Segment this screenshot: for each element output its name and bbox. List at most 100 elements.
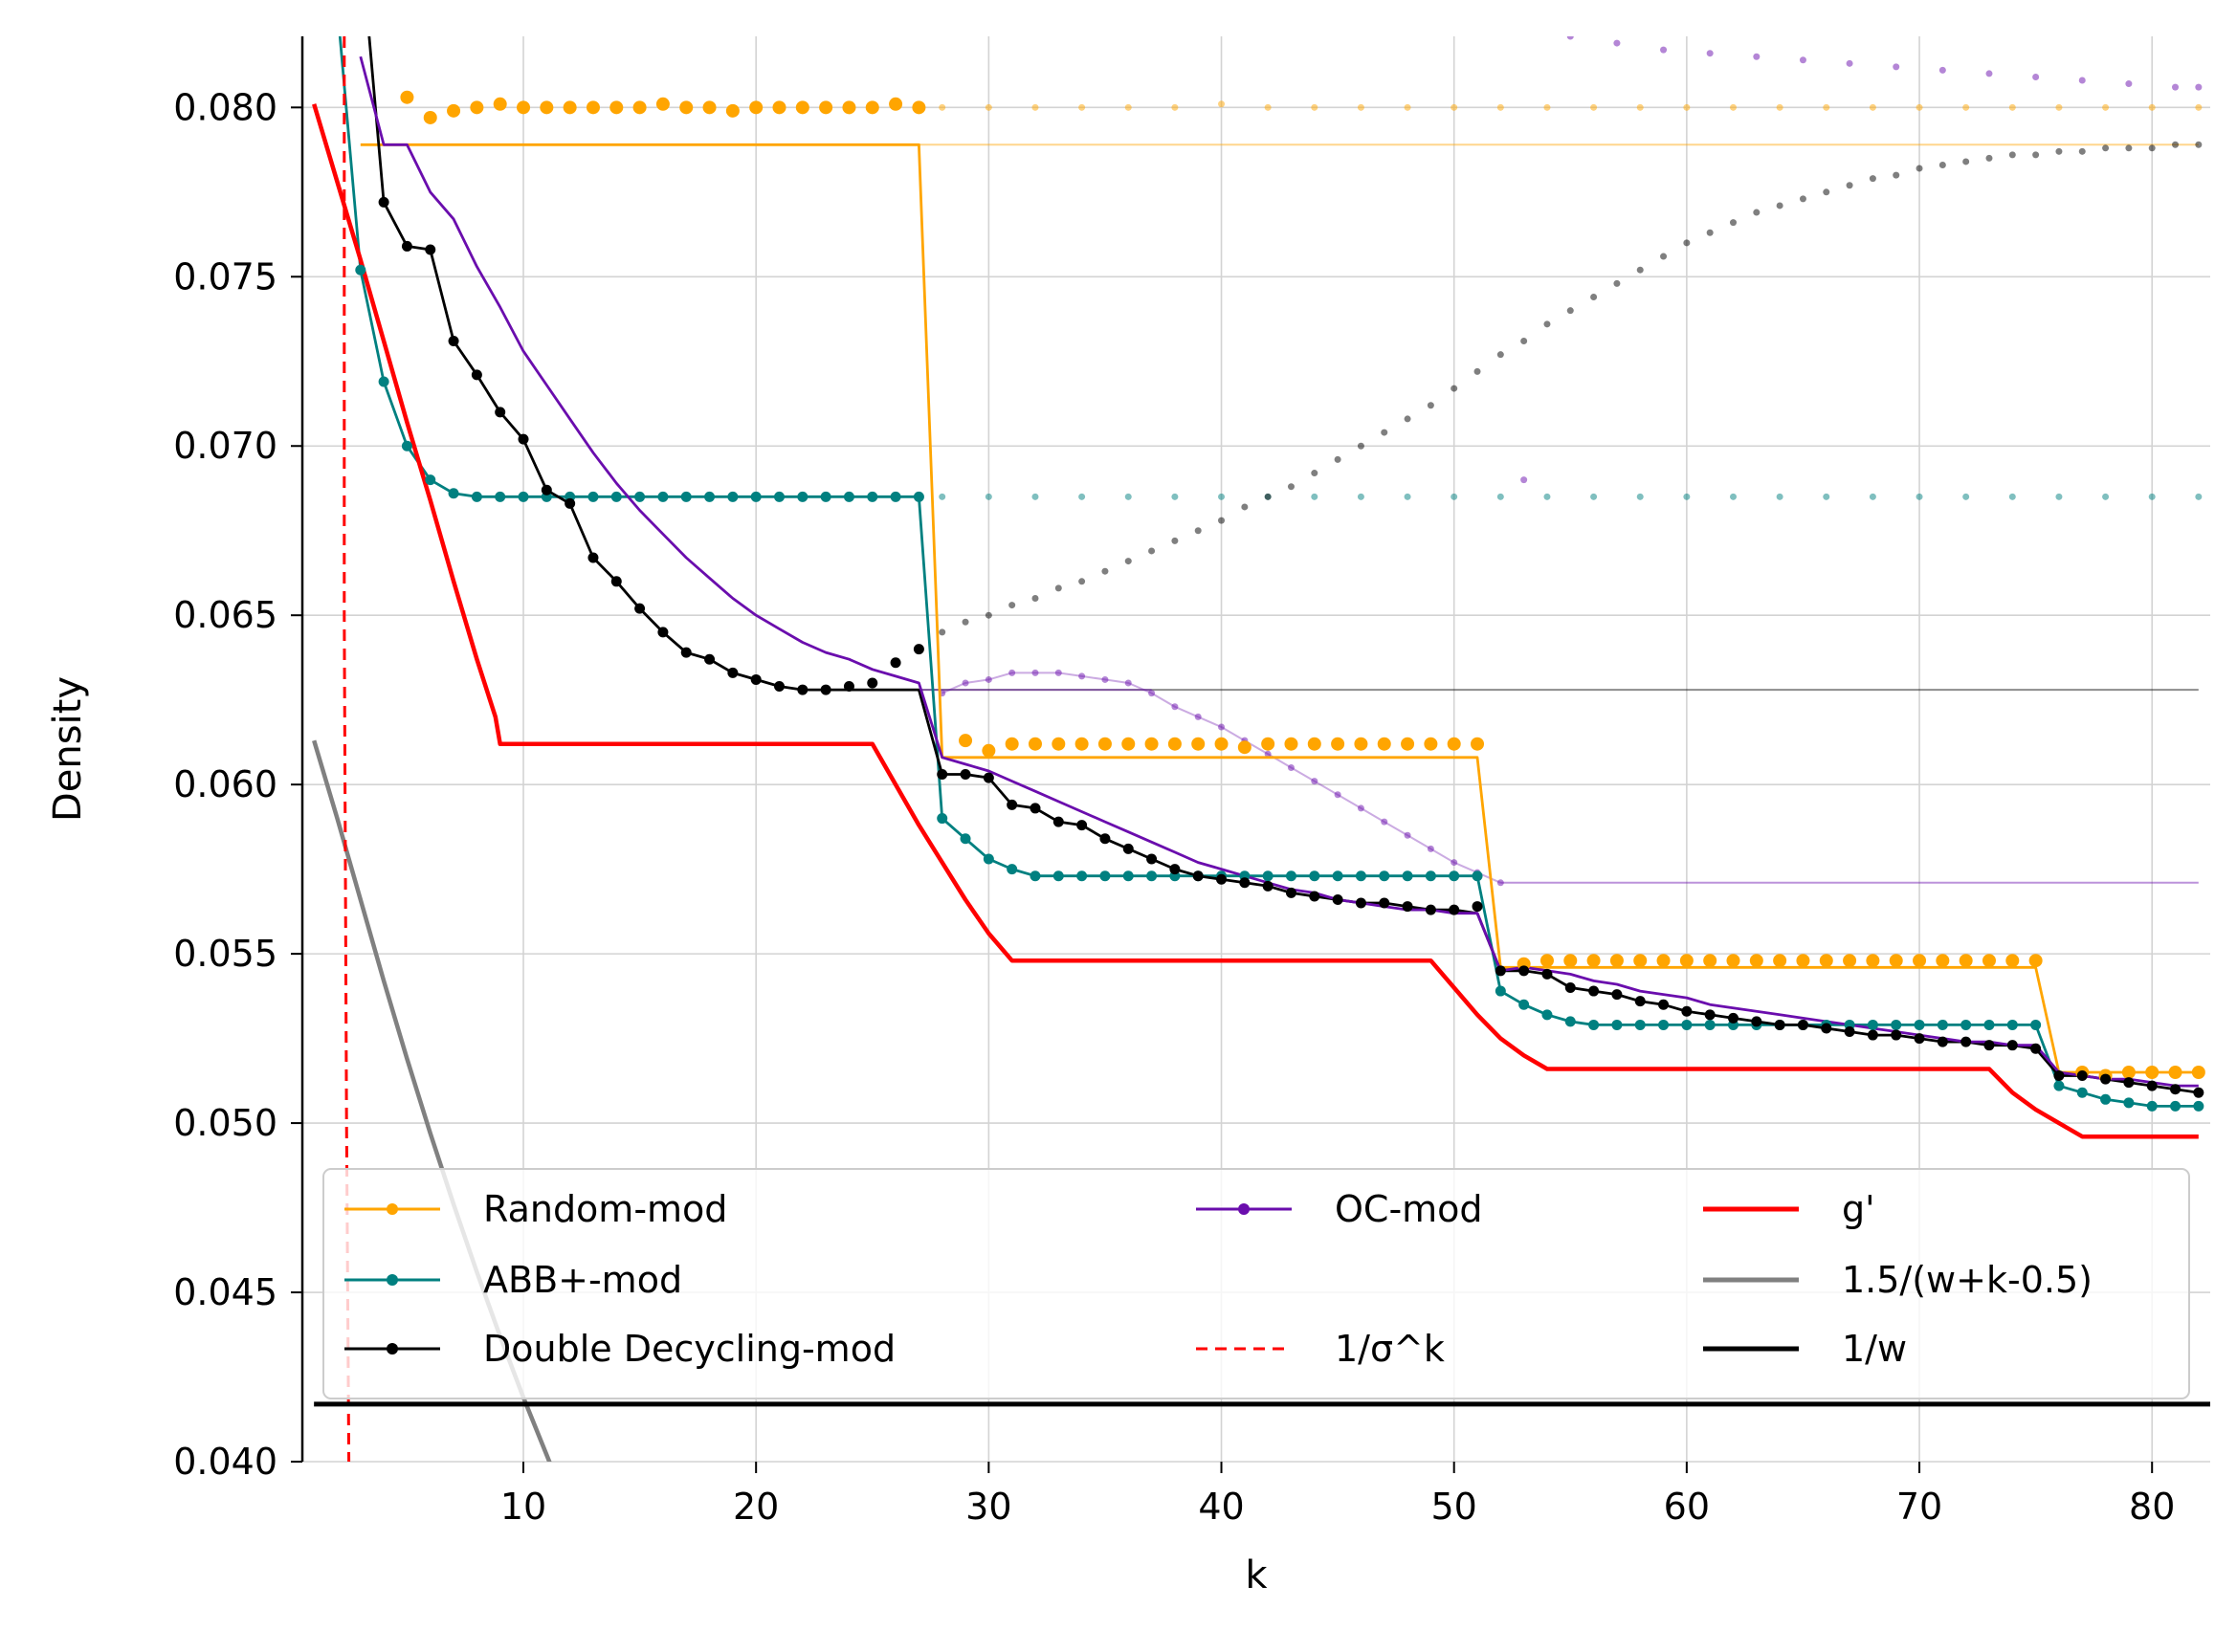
double-decycling-mod-point (1611, 989, 1623, 1001)
random-mod-point (865, 100, 879, 115)
random-mod-faint-point (2148, 103, 2156, 111)
x-tick-label: 70 (1896, 1486, 1942, 1528)
double-decycling-mod-point (774, 681, 785, 693)
double-decycling-mod-faint-point (1683, 239, 1691, 247)
double-decycling-mod-point (448, 336, 459, 347)
abb-mod-point (680, 491, 692, 502)
x-axis-ticks: 10 20 30 40 50 60 70 80 (500, 1462, 2175, 1528)
oc-mod-faint-point (1427, 845, 1434, 852)
abb-mod-faint-point (1451, 493, 1458, 500)
double-decycling-mod-faint-point (1823, 188, 1830, 196)
double-decycling-mod-point (890, 657, 901, 669)
random-mod-point (1121, 737, 1136, 751)
random-mod-faint-point (1496, 103, 1504, 111)
double-decycling-mod-point (1495, 965, 1506, 977)
random-mod-faint-point (2102, 103, 2110, 111)
abb-mod-point (867, 491, 878, 502)
random-mod-point (2121, 1065, 2136, 1079)
random-mod-faint-point (1730, 103, 1737, 111)
random-mod-point (819, 100, 833, 115)
oc-mod-faint-point (1451, 859, 1458, 867)
random-mod-point (1377, 737, 1391, 751)
double-decycling-mod-point (680, 647, 692, 658)
abb-mod-point (890, 491, 901, 502)
double-decycling-mod-faint-point (1451, 385, 1458, 392)
random-mod-faint-point (939, 103, 946, 111)
double-decycling-mod-point (1681, 1005, 1693, 1017)
double-decycling-mod-faint-point (1636, 266, 1644, 274)
abb-mod-faint-point (1357, 493, 1364, 500)
abb-mod-point (983, 853, 994, 865)
double-decycling-mod-point (1285, 887, 1296, 898)
abb-mod-faint-point (2055, 493, 2063, 500)
random-mod-point (1354, 737, 1368, 751)
double-decycling-mod-point (1216, 873, 1228, 885)
random-mod-point (1819, 954, 1833, 968)
abb-mod-point (843, 491, 854, 502)
abb-mod-point (797, 491, 808, 502)
double-decycling-mod-faint-point (985, 611, 992, 619)
oc-mod-faint-point (1846, 59, 1853, 67)
random-mod-point (1284, 737, 1298, 751)
random-mod-point (1586, 954, 1601, 968)
double-decycling-mod-faint-point (1334, 455, 1341, 463)
random-mod-point (632, 100, 647, 115)
abb-mod-point (1146, 870, 1158, 882)
random-mod-faint-point (1962, 103, 1970, 111)
double-decycling-mod-faint-point (1357, 442, 1364, 450)
double-decycling-mod-faint-point (1706, 229, 1714, 236)
double-decycling-mod-faint-point (1985, 154, 1993, 162)
double-decycling-mod-point (1192, 870, 1204, 882)
oc-mod-faint-point (1054, 669, 1062, 676)
double-decycling-mod-point (1449, 904, 1460, 915)
random-mod-point (1028, 737, 1042, 751)
abb-mod-point (401, 440, 412, 452)
oc-mod-faint-point (1311, 778, 1318, 785)
double-decycling-mod-faint-point (962, 618, 969, 626)
double-decycling-mod-point (1355, 897, 1366, 909)
legend-label-double-decycling-mod: Double Decycling-mod (483, 1328, 896, 1370)
abb-mod-point (471, 491, 482, 502)
double-decycling-mod-point (495, 407, 506, 418)
oc-mod-faint-point (1613, 39, 1621, 47)
abb-mod-point (425, 474, 436, 486)
random-mod-point (540, 100, 554, 115)
random-mod-point (2005, 954, 2020, 968)
y-tick-label: 0.060 (173, 763, 277, 805)
double-decycling-mod-point (2006, 1040, 2018, 1051)
random-mod-faint-point (1683, 103, 1691, 111)
double-decycling-mod-faint-point (1938, 161, 1946, 168)
abb-mod-faint-point (1404, 493, 1411, 500)
abb-mod-point (2053, 1080, 2065, 1091)
random-mod-point (586, 100, 600, 115)
double-decycling-mod-faint-point (2055, 147, 2063, 155)
random-mod-faint-point (1171, 103, 1179, 111)
legend-marker-random-mod (387, 1203, 398, 1215)
random-mod-point (842, 100, 856, 115)
abb-mod-point (355, 264, 366, 275)
legend-label-abb-mod: ABB+-mod (483, 1259, 682, 1301)
double-decycling-mod-point (565, 497, 576, 509)
random-mod-faint-point (1031, 103, 1039, 111)
random-mod-point (1633, 954, 1648, 968)
double-decycling-mod-point (1379, 897, 1390, 909)
oc-mod-faint-point (2125, 80, 2133, 88)
oc-mod-faint-point (1706, 50, 1714, 57)
double-decycling-mod-faint-point (1730, 219, 1737, 227)
abb-mod-faint-point (2148, 493, 2156, 500)
double-decycling-mod-point (704, 653, 716, 665)
random-mod-faint-point (1543, 103, 1551, 111)
random-mod-point (1237, 740, 1251, 755)
x-axis-label: k (1245, 1553, 1268, 1597)
random-mod-point (1679, 954, 1694, 968)
double-decycling-mod-point (610, 576, 622, 587)
random-mod-point (423, 110, 437, 124)
double-decycling-mod-faint-point (1311, 470, 1318, 477)
abb-mod-point (1402, 870, 1413, 882)
abb-mod-point (2146, 1100, 2158, 1112)
abb-mod-point (1309, 870, 1320, 882)
random-mod-point (470, 100, 484, 115)
random-mod-faint-point (1823, 103, 1830, 111)
double-decycling-mod-faint-point (1962, 158, 1970, 165)
double-decycling-mod-faint-point (939, 628, 946, 636)
